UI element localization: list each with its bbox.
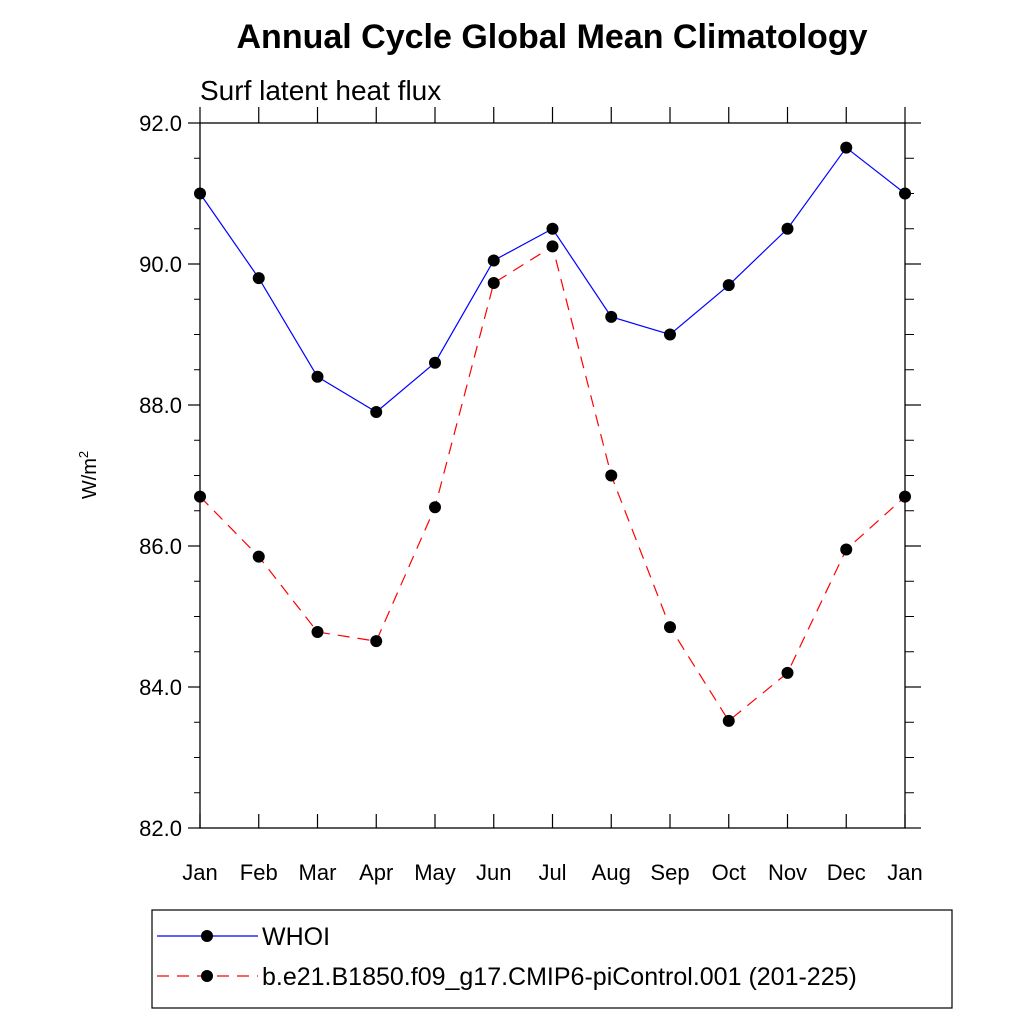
y-tick-label: 86.0 [139,534,182,559]
y-tick-label: 82.0 [139,816,182,841]
x-tick-label: Sep [650,860,689,885]
series-2-point [781,666,794,679]
x-tick-label: Mar [299,860,337,885]
x-tick-label: May [414,860,456,885]
chart-title: Annual Cycle Global Mean Climatology [237,18,868,56]
x-tick-label: Jan [887,860,922,885]
x-tick-label: Jul [538,860,566,885]
x-tick-label: Nov [768,860,807,885]
series-line-1 [199,146,906,413]
series-1-point [429,356,441,369]
series-1-point [722,279,735,292]
series-2-point [311,626,324,639]
x-tick-label: Jun [476,860,511,885]
legend-marker-2 [201,970,213,982]
series-2-point [605,469,618,482]
x-tick-label: Aug [592,860,631,885]
y-axis-label-base: W/m [79,458,101,499]
x-tick-label: Dec [827,860,866,885]
legend-label-2: b.e21.B1850.f09_g17.CMIP6-piControl.001 … [262,963,857,991]
chart-subtitle: Surf latent heat flux [200,75,441,106]
axes-group: 82.0 84.0 86.0 88.0 90.0 92.0 Jan Feb Mar Apr May J… [139,107,923,885]
series-line-2 [199,245,906,722]
y-axis-label-superscript: 2 [76,451,91,458]
series-2-point [722,714,735,727]
x-tick-label: Apr [359,860,393,885]
y-tick-label: 90.0 [139,252,182,277]
series-1-point [311,370,324,383]
series-1-point [664,328,676,341]
x-tick-label: Jan [182,860,217,885]
series-2-point [194,490,206,503]
legend: WHOI b.e21.B1850.f09_g17.CMIP6-piControl.… [151,909,953,1009]
y-tick-label: 88.0 [139,393,182,418]
series-2-point [546,240,559,253]
series-1-point [840,141,853,154]
series-2-point [840,543,853,556]
y-axis-label: W/m2 [76,451,101,499]
series-1-point [781,222,794,235]
x-tick-label: Oct [712,860,746,885]
series-1-point [605,310,618,323]
series-1-point [487,254,500,267]
y-tick-label: 92.0 [139,111,182,136]
legend-box [151,909,953,1009]
series-2-point [370,635,383,648]
legend-marker-1 [201,930,213,942]
series-2-point [664,621,676,634]
series-1-point [252,272,265,285]
series-2-point [899,490,911,503]
series-1-point [546,222,559,235]
x-tick-label: Feb [240,860,278,885]
legend-label-1: WHOI [262,923,330,951]
y-tick-label: 84.0 [139,675,182,700]
series-1-point [194,187,206,200]
series-1-point [899,187,911,200]
series-2-point [252,550,265,563]
series-group [194,141,911,727]
series-2-point [487,277,500,290]
series-1-point [370,406,383,419]
series-2-point [429,501,441,514]
